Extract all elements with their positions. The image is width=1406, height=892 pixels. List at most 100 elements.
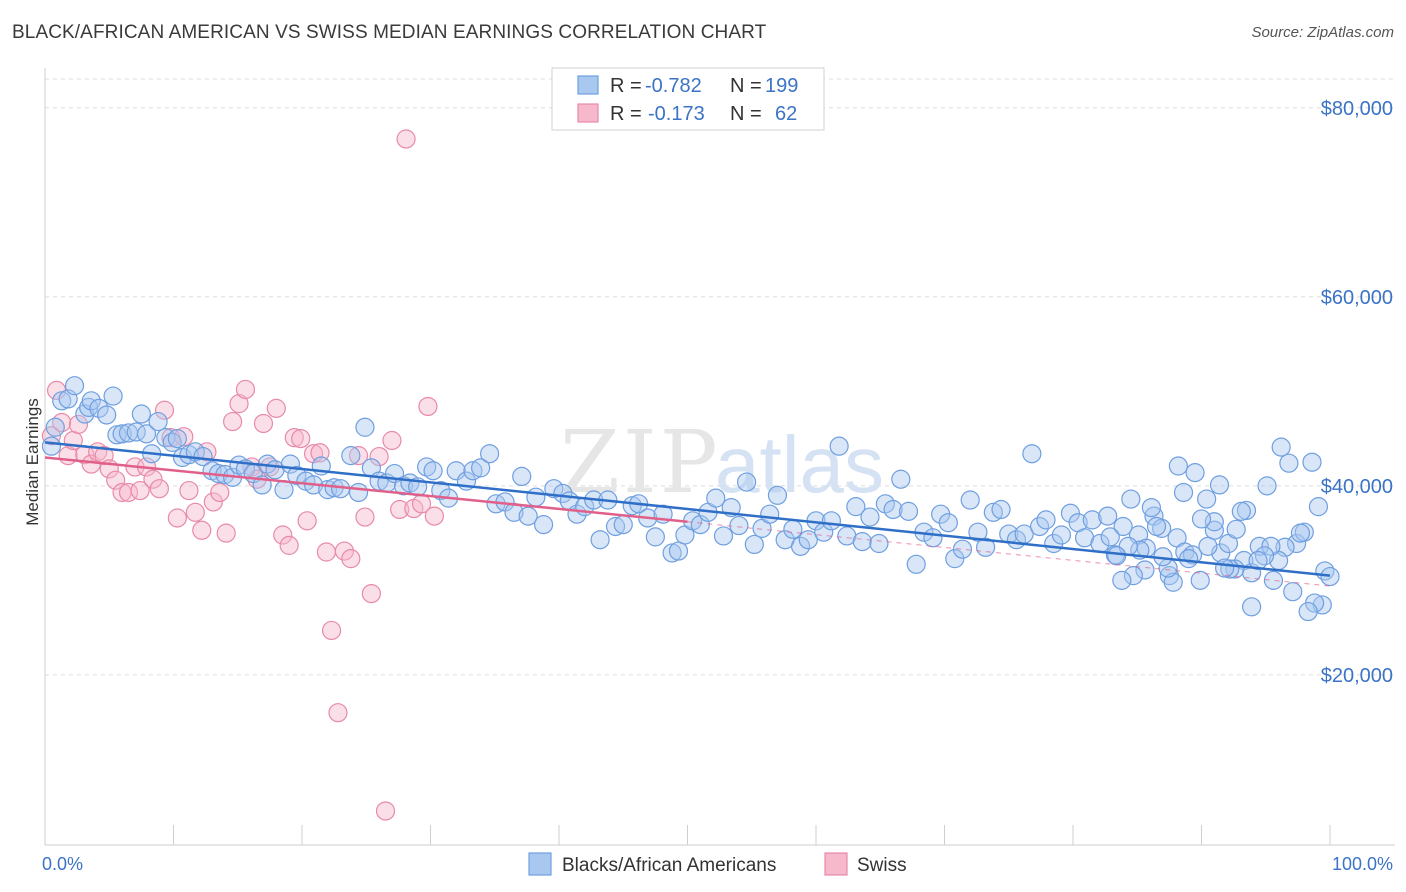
black-african-american-point-135 [1036,510,1056,530]
stats-swatch-pink [577,103,599,123]
black-african-american-point-184 [1242,597,1262,617]
black-african-american-point-46 [348,482,369,503]
black-african-american-point-67 [512,466,532,487]
trendlines [44,441,1331,587]
swiss-point-49 [341,549,361,569]
black-african-american-point-63 [480,444,500,464]
black-african-american-point-163 [1249,536,1269,556]
black-african-american-point-164 [1257,476,1277,496]
watermark-atlas: atlas [715,420,884,509]
black-african-american-point-168 [1286,533,1307,554]
black-african-american-point-165 [1263,570,1284,590]
stats-n-label-blue: N = [730,75,762,97]
axes [44,68,1395,846]
black-african-american-point-68 [518,506,538,526]
swiss-point-35 [253,413,274,434]
swiss-point-50 [348,446,369,466]
swiss-point-46 [321,620,342,641]
black-african-american-point-25 [193,446,213,467]
black-african-american-point-203 [1135,560,1155,580]
black-african-american-point-7 [81,391,101,411]
black-african-american-point-56 [423,461,443,481]
black-african-american-point-190 [1209,475,1230,495]
black-african-american-point-116 [891,469,911,489]
black-african-american-point-92 [706,488,726,508]
swiss-point-51 [355,507,375,527]
x-tick-label-0: 0.0% [42,854,83,874]
swiss-point-55 [382,430,402,451]
black-african-american-point-12 [112,424,132,444]
y-tick-label-2: $60,000 [1321,287,1393,309]
black-african-american-point-171 [1308,497,1329,517]
black-african-american-point-99 [760,504,780,524]
black-african-american-point-160 [1226,519,1246,539]
black-african-american-point-192 [1198,536,1218,556]
black-african-american-point-47 [355,417,375,437]
black-african-american-point-80 [613,515,633,535]
trendline-blue [44,441,1331,577]
black-african-american-point-102 [783,519,803,539]
black-african-american-point-20 [162,432,182,452]
y-tick-label-0: $20,000 [1321,665,1393,687]
swiss-point-28 [210,482,230,503]
black-african-american-point-133 [1022,444,1042,464]
swiss-point-52 [361,583,381,604]
y-tick-label-3: $80,000 [1321,98,1393,120]
swiss-point-31 [229,394,249,414]
black-african-american-point-103 [790,536,811,556]
swiss-point-37 [266,398,286,418]
swiss-point-11 [106,470,126,490]
y-tick-label-1: $40,000 [1321,476,1393,498]
black-african-american-point-183 [1248,550,1268,571]
swiss-point-43 [303,444,324,464]
black-african-american-point-90 [690,515,710,535]
stats-r-value-blue: -0.782 [645,75,702,97]
swiss-point-45 [316,542,337,562]
swiss-point-27 [203,492,223,512]
black-african-american-point-87 [668,541,689,561]
swiss-point-54 [375,801,396,821]
black-african-american-point-115 [883,499,903,520]
swiss-point-60 [418,396,438,417]
black-african-american-points [41,376,1340,622]
swiss-point-5 [68,414,89,435]
black-african-american-point-118 [906,554,926,574]
black-african-american-point-167 [1279,453,1299,473]
black-african-american-point-8 [89,398,109,418]
black-african-american-point-143 [1098,506,1118,526]
swiss-point-48 [334,541,355,561]
black-african-american-point-57 [431,480,451,501]
stats-n-label-pink: N = [730,103,762,125]
black-african-american-point-1 [45,417,65,437]
black-african-american-point-145 [1113,516,1133,537]
black-african-american-point-194 [1185,463,1205,483]
black-african-american-point-9 [97,405,117,425]
swiss-point-53 [369,446,389,467]
black-african-american-point-107 [821,511,842,531]
swiss-point-30 [223,411,243,432]
black-african-american-point-126 [968,522,988,542]
black-african-american-point-137 [1051,525,1072,545]
legend-swatch-blue [528,852,552,876]
black-african-american-point-186 [1231,501,1251,521]
black-african-american-point-176 [1298,601,1318,622]
black-african-american-point-174 [1312,595,1332,615]
legend-swatch-pink [824,852,848,876]
black-african-american-point-209 [1100,527,1120,547]
stats-n-value-blue: 199 [765,75,798,97]
black-african-american-point-93 [713,526,734,546]
black-african-american-point-36 [274,480,294,500]
black-african-american-point-141 [1082,510,1102,530]
black-african-american-point-155 [1190,570,1210,590]
swiss-point-32 [235,379,256,400]
black-african-american-point-108 [829,436,849,456]
swiss-point-21 [167,508,187,528]
black-african-american-point-202 [1141,497,1161,518]
black-african-american-point-70 [533,515,554,535]
swiss-point-24 [185,502,205,522]
swiss-point-19 [154,400,175,420]
black-african-american-point-15 [131,404,151,424]
black-african-american-point-72 [553,483,573,504]
y-axis-title: Median Earnings [23,398,42,526]
